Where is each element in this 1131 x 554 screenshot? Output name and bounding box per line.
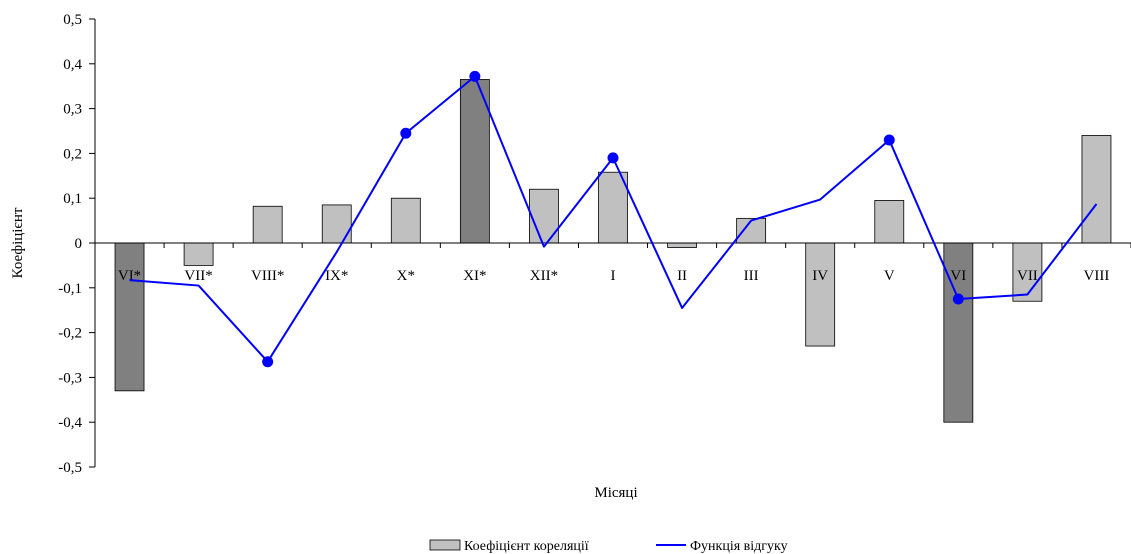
bar-11: [805, 242, 836, 347]
line-point-12: [883, 134, 895, 146]
legend-line-label: Функція відгуку: [690, 539, 788, 554]
bar-14: [1012, 242, 1043, 302]
category-label: XII*: [530, 268, 558, 284]
y-tick-label: 0,3: [63, 102, 82, 118]
category-label: VI: [950, 268, 966, 284]
category-label: X*: [397, 268, 415, 284]
line-point-13: [952, 293, 964, 305]
bar-9: [667, 242, 697, 248]
legend-bar-label: Коефіцієнт кореляції: [464, 539, 589, 554]
category-label: XI*: [463, 268, 486, 284]
y-axis-title: Коефіцієнт: [10, 207, 26, 278]
category-label: I: [611, 268, 616, 284]
legend-bar-swatch: [429, 539, 461, 551]
bar-8: [598, 171, 628, 244]
y-tick-label: -0,2: [58, 326, 82, 342]
line-point-3: [262, 356, 274, 368]
y-tick-label: -0,4: [58, 415, 82, 431]
y-tick-label: 0,2: [63, 146, 82, 162]
category-labels: VI* VII* VIII* IX* X* XI* XII* I II III IV V VI VII VI…: [118, 268, 1110, 284]
line-point-8: [607, 152, 619, 164]
category-label: II: [677, 268, 687, 284]
bar-1: [114, 242, 145, 392]
x-axis-title: Місяці: [594, 485, 637, 501]
bar-5: [390, 197, 421, 244]
y-tick-label: 0,5: [63, 12, 82, 28]
bar-2: [183, 242, 214, 266]
y-tick-label: 0,1: [63, 191, 82, 207]
y-tick-label: 0: [75, 236, 83, 252]
line-point-5: [400, 127, 412, 139]
category-label: VII: [1017, 268, 1038, 284]
bar-3: [252, 205, 283, 244]
legend: Коефіцієнт кореляції Функція відгуку: [429, 539, 788, 554]
y-tick-label: -0,3: [58, 370, 82, 386]
category-label: III: [744, 268, 759, 284]
bar-4: [321, 204, 352, 244]
y-tick-label: -0,5: [58, 460, 82, 476]
bars-layer: [114, 79, 1112, 423]
category-label: IX*: [325, 268, 348, 284]
line-point-6: [469, 70, 481, 82]
bar-6: [459, 79, 490, 244]
bar-12: [874, 200, 905, 244]
category-label: VIII*: [251, 268, 284, 284]
category-label: VII*: [184, 268, 212, 284]
y-tick-label: -0,1: [58, 281, 82, 297]
bar-13: [943, 242, 974, 423]
line-layer: [129, 70, 1098, 368]
category-label: V: [884, 268, 895, 284]
category-label: VIII: [1084, 268, 1110, 284]
axes-layer: 0,5 0,4 0,3 0,2 0,1 0 -0,1 -0,2 -0,3 -0,4 -0,5: [58, 12, 1131, 476]
bar-15: [1081, 135, 1112, 244]
category-label: IV: [812, 268, 828, 284]
y-tick-label: 0,4: [63, 57, 82, 73]
